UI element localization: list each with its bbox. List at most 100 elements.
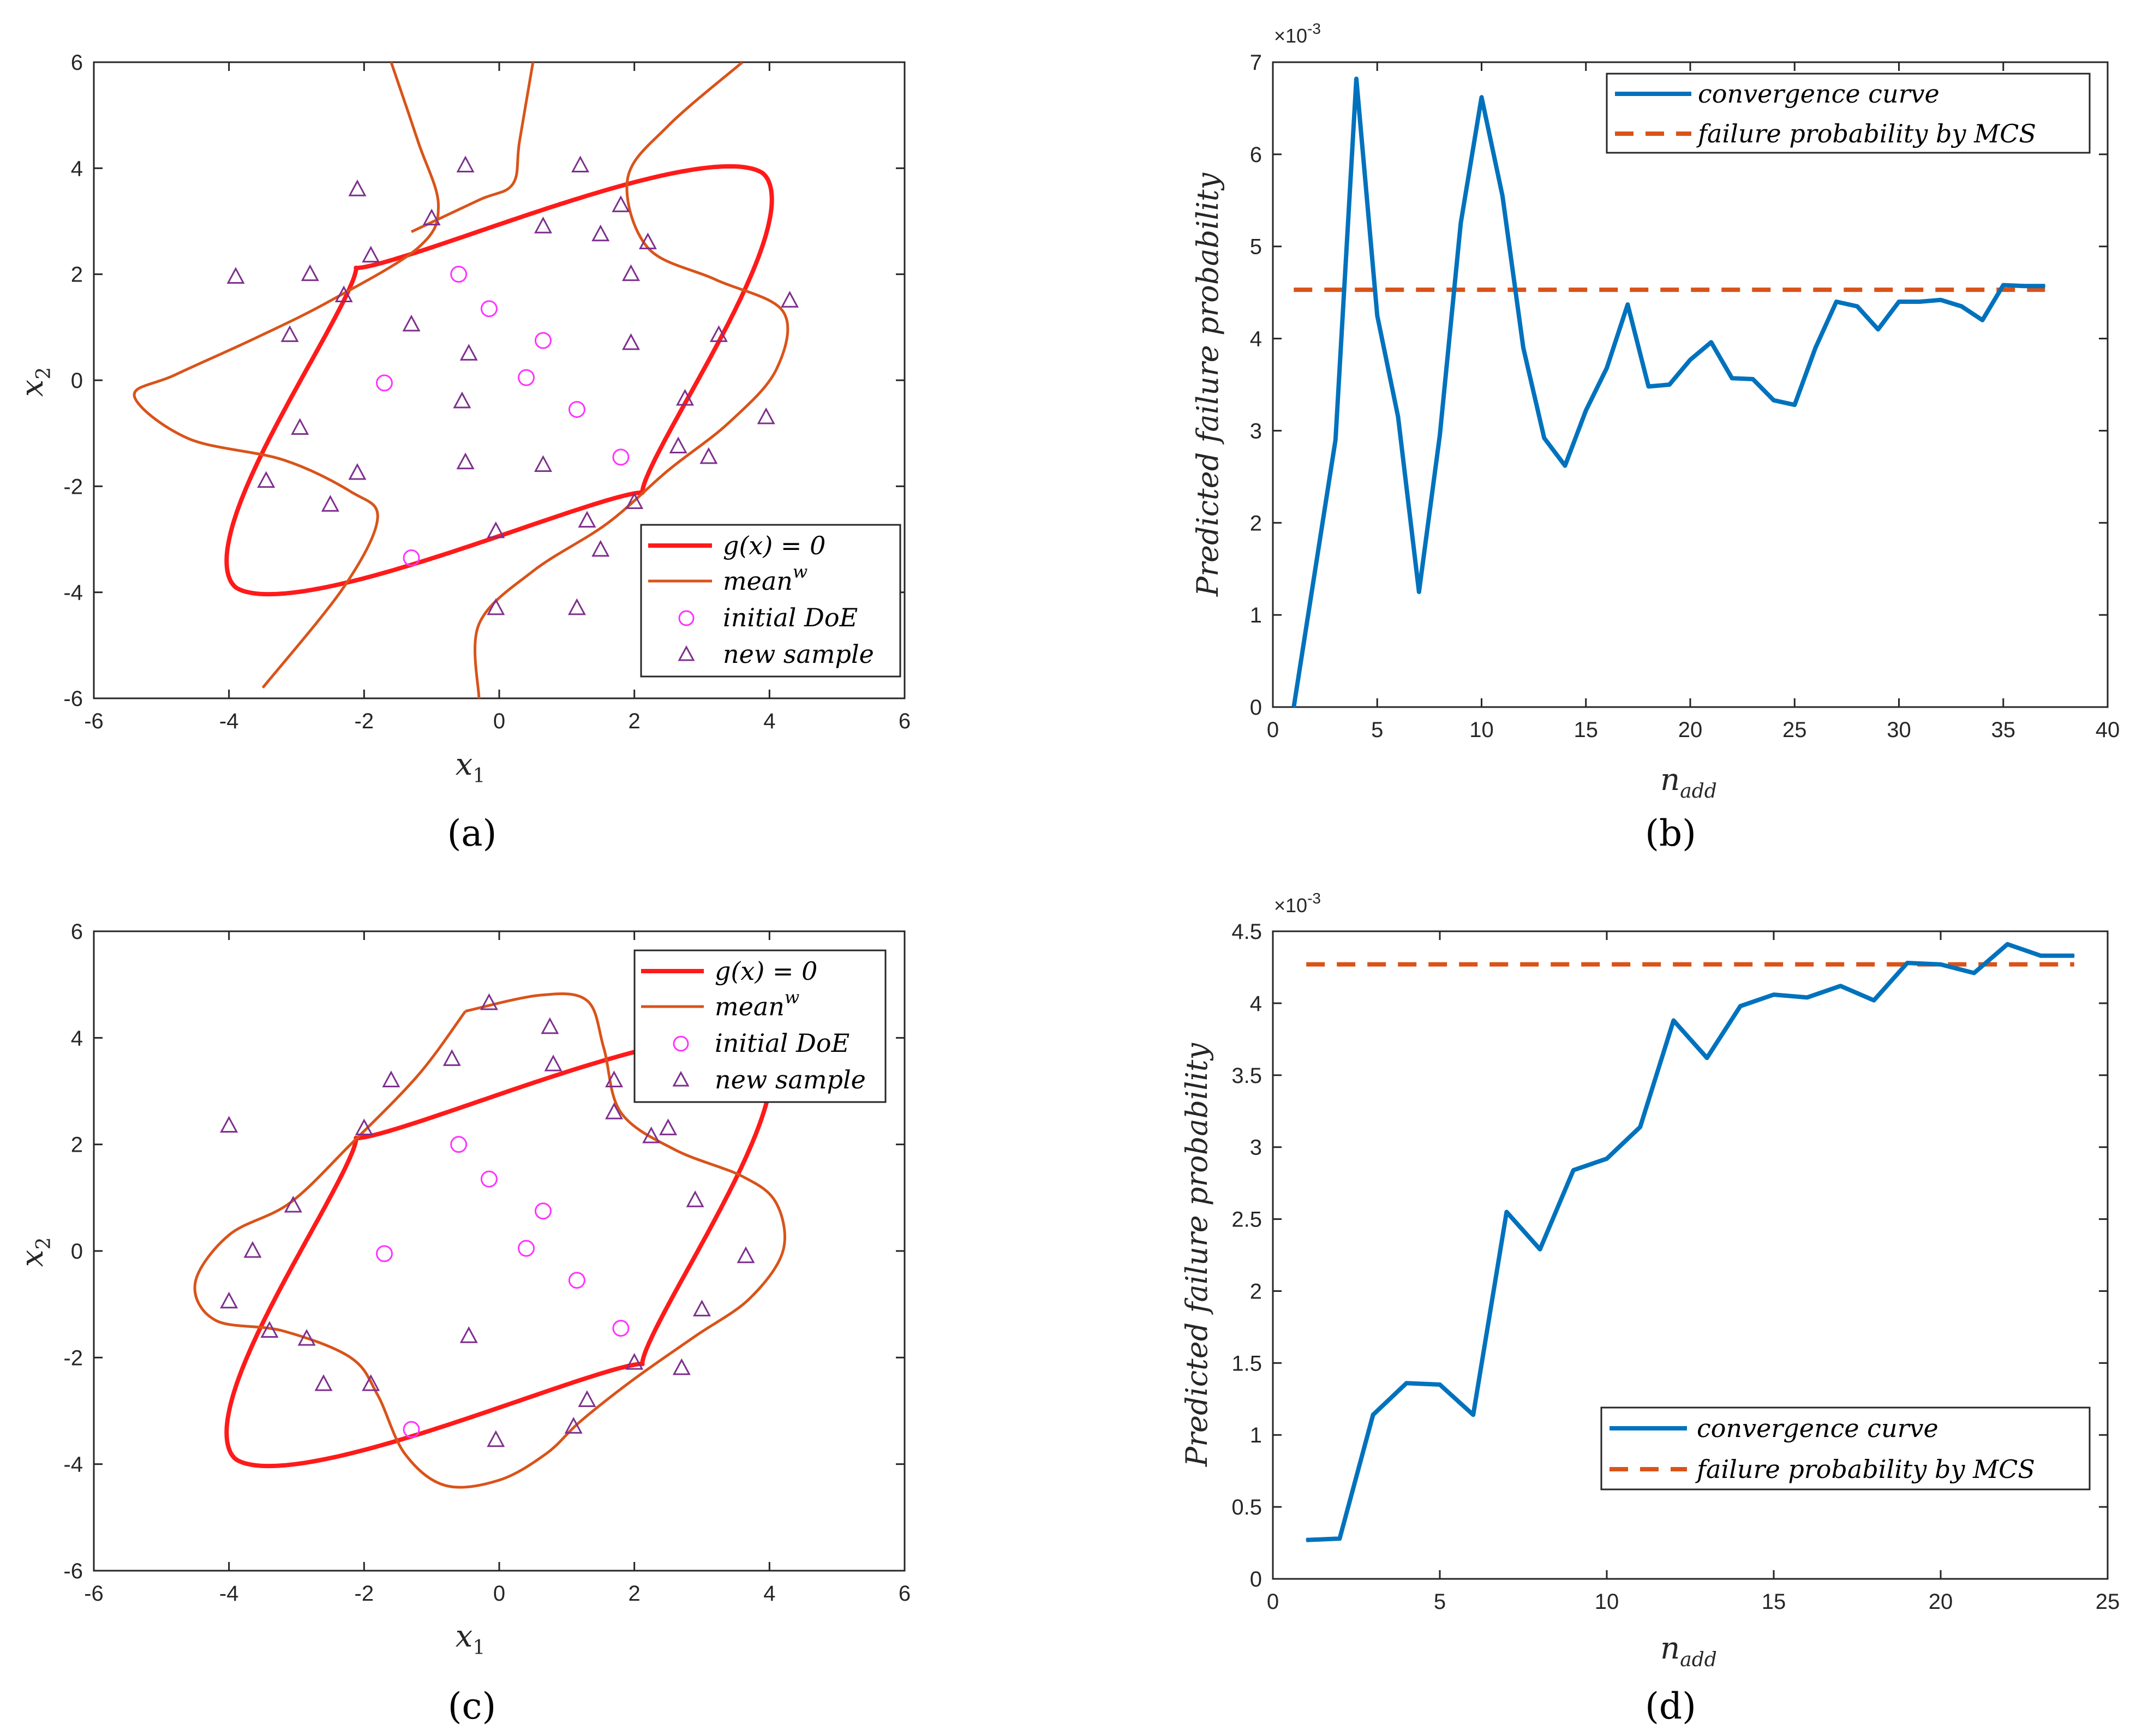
convergence-point <box>1572 1169 1574 1171</box>
legend-new-marker <box>678 645 695 661</box>
new-sample-point <box>669 436 687 453</box>
panel-b-ylabel: Predicted failure probability <box>1190 172 1225 597</box>
panel-d-plot <box>1306 942 2075 1542</box>
new-sample-point <box>321 495 339 512</box>
new-sample-point <box>260 1321 279 1338</box>
legend-new-label: new sample <box>715 1065 866 1094</box>
new-sample-point <box>382 1070 400 1087</box>
legend-limit-state-label: g(x) = 0 <box>723 531 825 560</box>
y-tick-label: 0 <box>1250 696 1262 720</box>
x-tick-label: 25 <box>1782 718 1807 742</box>
convergence-point <box>1706 1057 1708 1059</box>
convergence-point <box>1606 1158 1607 1159</box>
new-sample-point <box>692 1300 711 1316</box>
legend-doe-marker <box>678 610 695 626</box>
new-sample-point <box>564 1417 583 1434</box>
panel-c-xlabel: x1 <box>456 1619 486 1659</box>
panel-d-ylabel: Predicted failure probability <box>1180 1042 1214 1467</box>
y-tick-label: 4.5 <box>1231 920 1262 944</box>
panel-d-legend-box <box>1600 1406 2091 1490</box>
convergence-point <box>1501 195 1503 196</box>
y-tick-label: 4 <box>71 157 83 181</box>
y-tick-label: 4 <box>1250 992 1262 1016</box>
new-sample-point <box>456 452 475 470</box>
new-sample-point <box>699 447 718 464</box>
new-sample-point <box>625 1352 644 1370</box>
y-tick-label: -4 <box>63 581 83 605</box>
y-tick-label: -2 <box>63 475 83 499</box>
convergence-point <box>1506 1211 1507 1213</box>
new-sample-point <box>625 492 644 509</box>
new-sample-point <box>612 195 630 212</box>
y-tick-label: 0 <box>71 1240 83 1264</box>
panel-a-ylabel: x2 <box>15 367 55 397</box>
panel-d-caption: (d) <box>1645 1685 1696 1727</box>
new-sample-point <box>402 314 421 332</box>
initial-doe-point <box>534 1202 552 1220</box>
mean-w-curve <box>410 62 535 234</box>
new-sample-point <box>487 598 505 615</box>
new-sample-point <box>672 1358 691 1375</box>
convergence-line <box>1306 942 2074 1542</box>
convergence-point <box>1339 1538 1341 1540</box>
x-tick-label: 30 <box>1887 718 1911 742</box>
convergence-point <box>1773 399 1774 401</box>
convergence-point <box>1877 328 1879 330</box>
mean-w-curve <box>193 992 786 1489</box>
new-sample-point <box>780 291 799 308</box>
convergence-point <box>1306 1539 1307 1541</box>
new-sample-point <box>591 540 610 557</box>
convergence-point <box>1648 386 1649 387</box>
x-tick-label: 4 <box>763 709 775 733</box>
convergence-point <box>1543 437 1545 439</box>
panel-b-plot <box>1291 76 2046 708</box>
initial-doe-point <box>480 300 498 318</box>
new-sample-point <box>480 993 498 1010</box>
panel-c-legend: g(x) = 0 meanw initial DoE new sample <box>633 949 887 1103</box>
x-tick-label: -6 <box>84 709 104 733</box>
x-tick-label: 35 <box>1991 718 2016 742</box>
xlabel-main: n <box>1660 762 1680 798</box>
initial-doe-point <box>403 549 420 567</box>
exp-prefix: ×10 <box>1274 25 1307 47</box>
legend-mean-sup: w <box>785 987 799 1008</box>
panel-d: 0 5 10 15 20 25 0 0.5 1 1.5 2 2.5 3 3.5 4 4.5 ×10-3 con… <box>1180 890 2120 1727</box>
panel-a-legend: g(x) = 0 meanw initial DoE new sample <box>640 524 901 678</box>
legend-mean-label: meanw <box>715 987 799 1021</box>
x-tick-label: 4 <box>763 1582 775 1606</box>
y-tick-label: 2 <box>71 1133 83 1157</box>
y-tick-label: 1.5 <box>1231 1351 1262 1375</box>
new-sample-point <box>453 391 471 409</box>
new-sample-point <box>591 224 610 242</box>
panel-a-xlabel: x1 <box>456 747 486 787</box>
convergence-point <box>1473 1414 1474 1416</box>
exp-power: -3 <box>1307 890 1321 907</box>
x-tick-label: 0 <box>493 1582 505 1606</box>
y-tick-label: 2 <box>1250 1279 1262 1303</box>
initial-doe-point <box>375 374 393 392</box>
new-sample-point <box>578 1390 596 1407</box>
x-tick-label: -2 <box>355 1582 374 1606</box>
legend-new-label: new sample <box>723 639 874 669</box>
new-sample-point <box>355 1118 373 1135</box>
new-sample-point <box>456 155 475 172</box>
convergence-point <box>1835 301 1837 303</box>
new-sample-point <box>757 407 775 424</box>
panel-c-caption: (c) <box>448 1685 496 1727</box>
y-tick-label: 4 <box>1250 327 1262 351</box>
panel-d-xlabel: nadd <box>1660 1631 1717 1671</box>
xlabel-sub: 1 <box>472 765 485 787</box>
new-sample-point <box>291 418 309 435</box>
new-sample-point <box>567 598 586 615</box>
panel-b-axes-box <box>1272 61 2109 708</box>
limit-state-curve <box>224 164 774 597</box>
convergence-point <box>1690 359 1691 361</box>
convergence-point <box>2007 943 2008 945</box>
new-sample-point <box>243 1241 262 1258</box>
y-tick-label: -6 <box>63 1559 83 1583</box>
panel-c-plot <box>193 992 786 1489</box>
new-sample-point <box>578 511 596 528</box>
caption-d: (d) <box>1645 1685 1696 1727</box>
y-tick-label: 1 <box>1250 1423 1262 1447</box>
y-tick-label: 2 <box>71 263 83 287</box>
